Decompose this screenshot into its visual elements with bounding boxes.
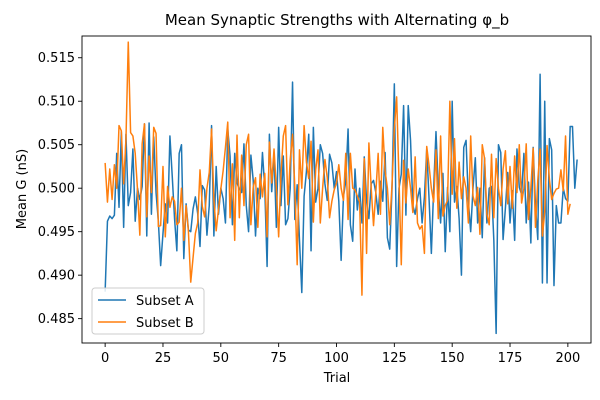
x-axis-title: Trial (323, 371, 351, 386)
y-axis-title: Mean G (nS) (15, 149, 30, 229)
x-axis: 0 25 50 75 100 125 150 175 200 (101, 343, 580, 366)
x-tick-label: 125 (382, 351, 407, 366)
y-tick-label: 0.505 (38, 138, 75, 153)
series-line-subset-a (104, 73, 578, 335)
y-tick-label: 0.510 (38, 95, 75, 110)
y-tick-label: 0.490 (38, 269, 75, 284)
x-tick-label: 0 (101, 351, 109, 366)
series-line-subset-b (104, 41, 571, 296)
x-tick-label: 150 (440, 351, 465, 366)
x-tick-label: 50 (213, 351, 230, 366)
legend-label-subset-b: Subset B (136, 316, 194, 331)
legend-label-subset-a: Subset A (136, 294, 194, 309)
x-tick-label: 200 (555, 351, 580, 366)
y-tick-label: 0.515 (38, 51, 75, 66)
x-tick-label: 75 (270, 351, 287, 366)
legend: Subset A Subset B (91, 287, 205, 335)
y-axis: 0.485 0.490 0.495 0.500 0.505 0.510 0.515 (38, 51, 82, 327)
y-tick-label: 0.485 (38, 312, 75, 327)
y-tick-label: 0.500 (38, 182, 75, 197)
chart-title: Mean Synaptic Strengths with Alternating… (165, 11, 509, 30)
y-tick-label: 0.495 (38, 225, 75, 240)
series-layer (104, 41, 578, 335)
x-tick-label: 175 (498, 351, 523, 366)
x-tick-label: 100 (324, 351, 349, 366)
x-tick-label: 25 (155, 351, 172, 366)
